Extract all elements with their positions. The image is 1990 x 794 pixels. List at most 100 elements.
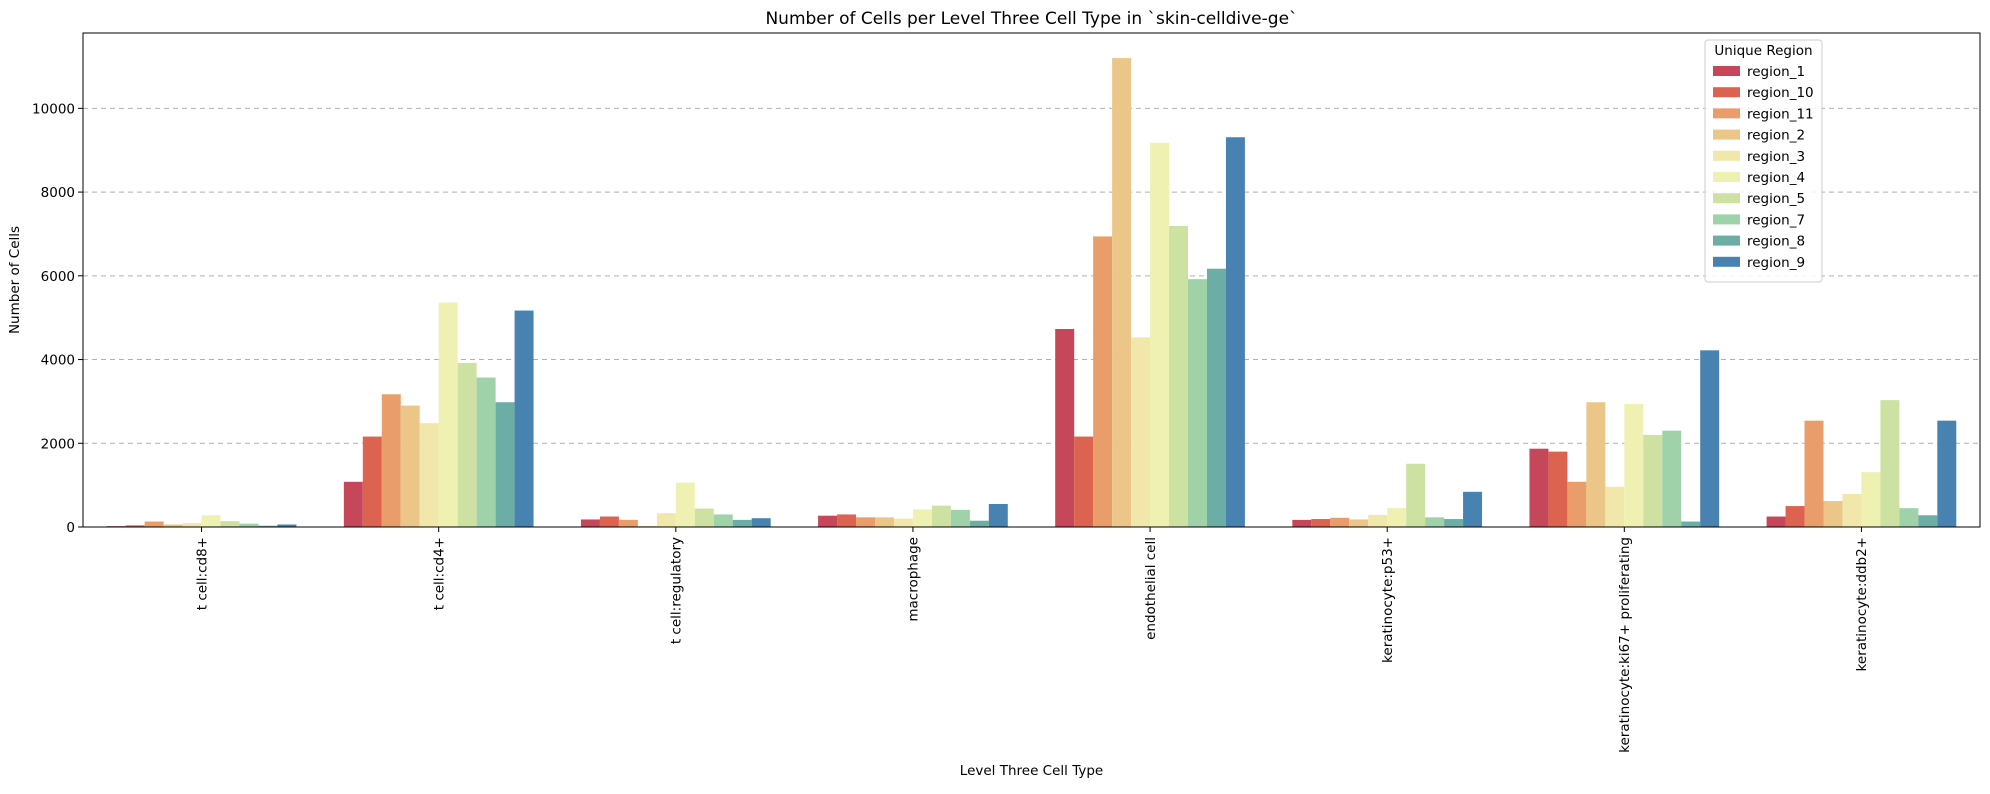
legend-label-region_5: region_5 — [1747, 191, 1805, 207]
bar-region_11-5 — [1330, 517, 1350, 527]
y-tick-label: 10000 — [32, 101, 75, 117]
legend-label-region_7: region_7 — [1747, 212, 1805, 228]
bar-region_5-7 — [1880, 400, 1900, 527]
bar-region_2-3 — [875, 517, 894, 527]
bar-region_9-1 — [514, 310, 534, 527]
bar-region_8-7 — [1918, 515, 1938, 527]
bar-region_5-4 — [1169, 225, 1188, 528]
bar-region_10-0 — [125, 525, 145, 527]
bar-region_11-6 — [1567, 481, 1587, 527]
bar-region_3-2 — [656, 513, 676, 527]
axes-frame — [82, 32, 1981, 528]
bar-region_9-7 — [1937, 420, 1957, 527]
bar-region_4-2 — [675, 482, 695, 527]
legend-swatch-region_5 — [1713, 193, 1740, 204]
bars — [106, 58, 1957, 528]
bar-region_9-2 — [751, 518, 771, 527]
legend-title: Unique Region — [1714, 43, 1812, 59]
y-tick-label: 8000 — [41, 185, 75, 201]
bar-region_9-3 — [988, 503, 1008, 527]
chart-title: Number of Cells per Level Three Cell Typ… — [765, 9, 1297, 29]
bar-region_7-6 — [1662, 430, 1682, 527]
bar-region_3-0 — [182, 523, 202, 527]
bar-region_8-6 — [1681, 521, 1701, 527]
y-tick-label: 6000 — [41, 269, 75, 285]
bar-region_1-3 — [818, 515, 838, 527]
bar-region_1-2 — [580, 519, 600, 527]
x-tick-label: t cell:cd8+ — [194, 537, 210, 610]
bar-region_2-5 — [1349, 519, 1369, 527]
bar-region_10-1 — [362, 436, 382, 527]
legend-swatch-region_2 — [1713, 129, 1740, 140]
x-tick-label: keratinocyte:ddb2+ — [1854, 537, 1870, 672]
bar-region_10-3 — [837, 514, 857, 527]
bar-region_2-7 — [1823, 501, 1843, 527]
legend-label-region_8: region_8 — [1747, 234, 1805, 250]
bar-region_4-7 — [1861, 472, 1881, 527]
legend-label-region_4: region_4 — [1747, 170, 1805, 186]
bar-region_4-3 — [912, 509, 932, 527]
bar-region_2-1 — [400, 405, 420, 527]
bar-region_8-2 — [732, 519, 752, 527]
bar-region_10-2 — [599, 516, 619, 527]
bar-region_10-6 — [1548, 451, 1568, 527]
bar-region_10-5 — [1311, 519, 1331, 527]
y-axis-label: Number of Cells — [7, 226, 23, 334]
y-tick-label: 2000 — [41, 436, 75, 452]
bar-region_3-7 — [1842, 493, 1862, 527]
bar-region_1-7 — [1766, 516, 1786, 527]
bar-region_4-6 — [1624, 403, 1644, 527]
legend-swatch-region_9 — [1713, 256, 1740, 267]
legend-label-region_1: region_1 — [1747, 64, 1805, 80]
bar-region_5-2 — [694, 508, 714, 527]
x-axis-label: Level Three Cell Type — [960, 763, 1103, 779]
bar-region_9-0 — [277, 524, 297, 527]
bar-region_7-0 — [239, 523, 259, 527]
x-tick-label: keratinocyte:p53+ — [1380, 537, 1396, 663]
bar-region_4-4 — [1150, 142, 1170, 527]
bar-region_11-3 — [856, 517, 875, 527]
bar-region_11-1 — [381, 394, 401, 527]
y-tick-label: 4000 — [41, 353, 75, 369]
bar-region_3-6 — [1605, 486, 1625, 527]
gridlines — [83, 107, 1980, 444]
bar-region_11-4 — [1093, 236, 1113, 527]
bar-region_7-4 — [1188, 279, 1207, 527]
y-axis-ticks: 0 2000 4000 6000 8000 10000 — [32, 101, 83, 536]
legend-swatch-region_1 — [1713, 66, 1740, 76]
bar-region_4-5 — [1387, 508, 1407, 527]
bar-region_5-3 — [931, 505, 951, 527]
legend-swatch-region_3 — [1713, 150, 1740, 161]
x-tick-label: t cell:cd4+ — [431, 537, 447, 610]
bar-region_11-2 — [618, 519, 638, 527]
legend: Unique Region region_1 region_10 region_11… — [1704, 39, 1823, 283]
bar-region_7-1 — [476, 377, 496, 527]
bar-region_3-4 — [1131, 337, 1151, 527]
legend-items: region_1 region_10 region_11 region_2region… — [1713, 64, 1814, 271]
bar-region_9-6 — [1700, 350, 1720, 527]
x-axis-ticks: t cell:cd8+ t cell:cd4+ t cell:regulatory m… — [194, 527, 1870, 753]
bar-region_11-7 — [1804, 420, 1824, 527]
bar-region_7-7 — [1899, 508, 1919, 527]
bar-region_3-3 — [893, 518, 913, 527]
legend-label-region_11: region_11 — [1747, 106, 1814, 122]
bar-region_3-5 — [1368, 514, 1388, 527]
x-tick-label: t cell:regulatory — [669, 537, 685, 644]
legend-label-region_3: region_3 — [1747, 149, 1805, 165]
bar-region_9-4 — [1225, 137, 1245, 528]
bar-region_8-5 — [1444, 519, 1464, 527]
bar-region_10-7 — [1785, 506, 1805, 527]
bar-region_2-0 — [163, 524, 183, 527]
bar-region_3-1 — [419, 423, 439, 527]
x-tick-label: endothelial cell — [1143, 537, 1159, 640]
legend-label-region_10: region_10 — [1747, 85, 1814, 101]
bar-region_8-0 — [258, 525, 278, 527]
bar-region_1-1 — [343, 481, 363, 527]
x-tick-label: keratinocyte:ki67+ proliferating — [1617, 537, 1633, 753]
bar-region_2-4 — [1112, 58, 1132, 528]
bar-region_9-5 — [1463, 491, 1483, 527]
bar-region_2-6 — [1586, 402, 1606, 527]
bar-region_1-6 — [1529, 448, 1549, 527]
